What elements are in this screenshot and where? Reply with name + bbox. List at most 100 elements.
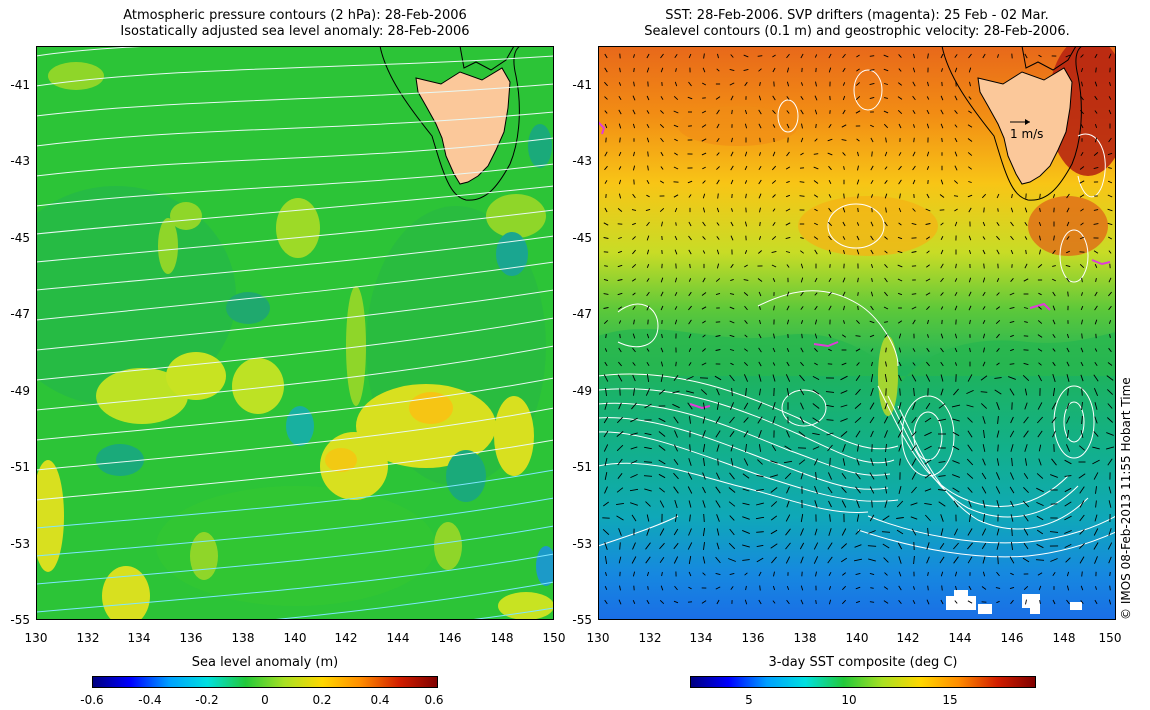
velocity-arrow — [940, 528, 944, 536]
velocity-arrow — [842, 95, 846, 101]
velocity-arrow — [925, 223, 931, 225]
eddy-contour — [1059, 229, 1089, 283]
velocity-arrow — [843, 249, 845, 255]
velocity-arrow — [1066, 599, 1070, 605]
velocity-arrow — [660, 110, 664, 114]
velocity-arrow — [1094, 81, 1098, 87]
velocity-arrow — [702, 221, 706, 227]
velocity-arrow — [912, 179, 916, 185]
velocity-arrow — [896, 517, 904, 519]
velocity-arrow — [1080, 430, 1084, 438]
velocity-arrow — [729, 416, 735, 424]
velocity-scale: 1 m/s — [1010, 119, 1043, 141]
velocity-arrow — [953, 500, 959, 508]
pressure-contours — [36, 46, 554, 501]
velocity-arrow — [632, 306, 636, 310]
velocity-arrow — [996, 528, 1000, 536]
sealevel-contour — [877, 385, 1069, 507]
velocity-arrow — [885, 347, 887, 353]
velocity-arrow — [912, 319, 916, 325]
velocity-arrow — [616, 515, 624, 521]
velocity-arrow — [924, 473, 932, 479]
velocity-arrow — [685, 390, 695, 394]
velocity-arrow — [938, 461, 946, 463]
velocity-arrow — [618, 556, 622, 564]
velocity-arrow — [815, 472, 817, 480]
velocity-arrow — [632, 165, 636, 171]
velocity-arrow — [938, 403, 946, 409]
velocity-arrow — [855, 348, 861, 352]
velocity-arrow — [813, 222, 819, 226]
velocity-arrow — [770, 460, 778, 464]
velocity-arrow — [1080, 109, 1084, 115]
velocity-arrow — [632, 193, 636, 199]
lat-tick-label: -49 — [10, 384, 30, 398]
eddy-contour — [853, 69, 883, 111]
velocity-arrow — [898, 485, 902, 495]
lon-tick-label: 130 — [586, 631, 610, 645]
velocity-arrow — [660, 96, 664, 100]
velocity-arrow — [969, 347, 971, 353]
velocity-arrow — [910, 516, 918, 520]
velocity-arrow — [842, 236, 846, 240]
velocity-arrow — [1080, 208, 1084, 212]
velocity-arrow — [898, 361, 902, 367]
velocity-arrow — [701, 600, 707, 604]
colorbar-tick-label: 5 — [745, 693, 753, 707]
velocity-arrow — [744, 599, 748, 605]
velocity-arrow — [1052, 319, 1056, 325]
velocity-arrow — [800, 402, 804, 410]
velocity-arrow — [742, 516, 750, 520]
velocity-arrow — [1094, 110, 1098, 114]
velocity-arrow — [744, 123, 748, 129]
velocity-arrow — [1039, 208, 1041, 212]
pressure-contour — [36, 209, 554, 263]
pressure-contour — [36, 553, 554, 613]
velocity-arrow — [912, 348, 916, 352]
velocity-arrow — [968, 305, 972, 311]
velocity-arrow — [884, 250, 888, 254]
velocity-arrow — [646, 278, 650, 282]
velocity-arrow — [1107, 180, 1113, 184]
velocity-arrow — [786, 96, 790, 100]
anomaly-high — [190, 532, 218, 580]
velocity-arrow — [813, 153, 819, 155]
velocity-arrow — [688, 305, 692, 311]
velocity-arrow — [968, 291, 972, 297]
drifter-track — [813, 341, 839, 348]
velocity-arrow — [744, 348, 748, 352]
velocity-arrow — [940, 249, 944, 255]
velocity-arrow — [785, 194, 791, 198]
right-title-line1: SST: 28-Feb-2006. SVP drifters (magenta)… — [665, 8, 1049, 23]
velocity-arrow — [954, 333, 958, 339]
velocity-arrow — [1107, 403, 1113, 409]
velocity-arrow — [954, 347, 958, 353]
sealevel-contour — [598, 515, 679, 547]
velocity-arrow — [1023, 528, 1029, 536]
velocity-arrow — [884, 486, 888, 494]
velocity-arrow — [967, 430, 973, 438]
velocity-arrow — [924, 431, 932, 437]
velocity-arrow — [1011, 457, 1013, 467]
pressure-contour — [36, 345, 554, 411]
velocity-arrow — [758, 123, 762, 129]
velocity-arrow — [952, 431, 960, 437]
pressure-contour — [36, 46, 162, 57]
velocity-arrow — [1107, 194, 1113, 198]
velocity-arrow — [883, 123, 889, 129]
velocity-arrow — [729, 572, 735, 576]
velocity-arrow — [631, 514, 637, 522]
velocity-arrow — [911, 486, 917, 494]
sst-warm-patch — [678, 106, 798, 146]
velocity-arrow — [772, 374, 776, 382]
pressure-contour — [36, 111, 554, 147]
velocity-arrow — [617, 279, 623, 281]
velocity-arrow — [758, 374, 762, 382]
velocity-arrow — [855, 472, 861, 480]
velocity-arrow — [744, 305, 748, 311]
velocity-arrow — [828, 571, 832, 577]
velocity-arrow — [911, 293, 917, 295]
velocity-arrow — [982, 333, 986, 339]
velocity-arrow — [646, 348, 650, 352]
velocity-arrow — [843, 166, 845, 170]
